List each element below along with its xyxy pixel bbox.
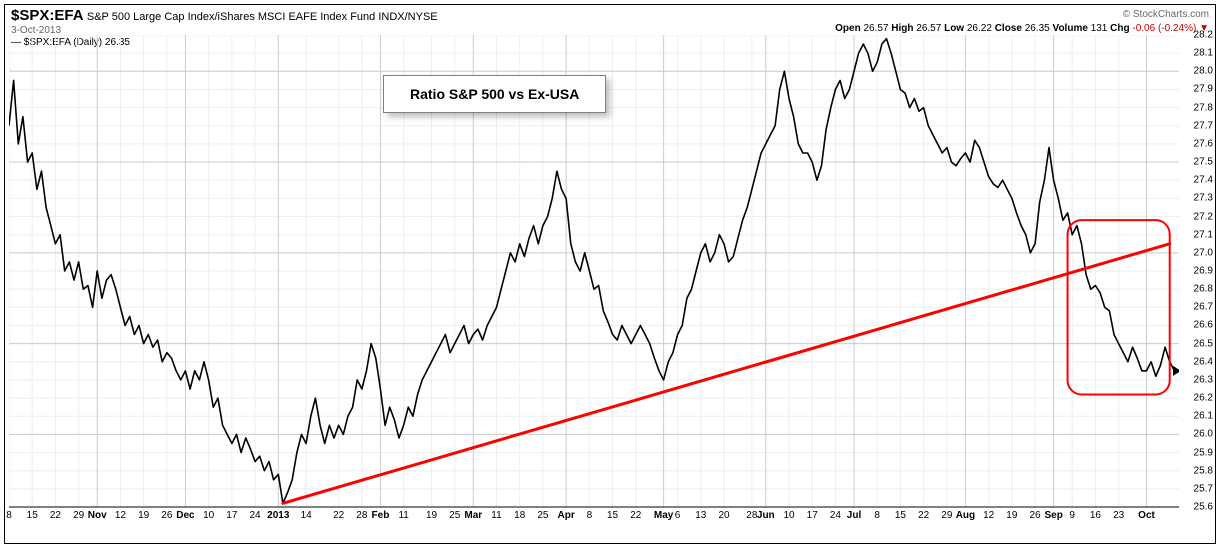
x-tick-label: 25	[537, 510, 548, 521]
x-tick-label: 22	[333, 510, 344, 521]
y-tick-label: 26.1	[1194, 411, 1213, 422]
x-tick-label: 11	[491, 510, 501, 521]
y-tick-label: 28.1	[1194, 48, 1213, 59]
y-tick-label: 27.4	[1194, 175, 1213, 186]
x-tick-label: 12	[983, 510, 994, 521]
symbol-description: S&P 500 Large Cap Index/iShares MSCI EAF…	[87, 11, 438, 23]
x-tick-label: Aug	[956, 510, 975, 521]
x-tick-label: 24	[250, 510, 261, 521]
y-tick-label: 26.7	[1194, 302, 1213, 313]
y-tick-label: 27.0	[1194, 247, 1213, 258]
x-tick-label: 2013	[267, 510, 289, 521]
attribution: © StockCharts.com	[1123, 9, 1209, 20]
x-tick-label: 16	[1090, 510, 1101, 521]
chart-header: $SPX:EFA S&P 500 Large Cap Index/iShares…	[11, 7, 438, 24]
x-tick-label: 8	[6, 510, 12, 521]
y-tick-label: 27.1	[1194, 229, 1213, 240]
x-tick-label: 8	[587, 510, 593, 521]
y-tick-label: 25.9	[1194, 447, 1213, 458]
x-tick-label: 19	[138, 510, 149, 521]
y-tick-label: 25.6	[1194, 502, 1213, 513]
x-tick-label: Jul	[847, 510, 861, 521]
x-tick-label: Dec	[176, 510, 194, 521]
symbol: $SPX:EFA	[11, 7, 84, 24]
y-tick-label: 26.6	[1194, 320, 1213, 331]
y-tick-label: 26.9	[1194, 266, 1213, 277]
x-tick-label: 22	[918, 510, 929, 521]
stock-chart: $SPX:EFA S&P 500 Large Cap Index/iShares…	[4, 4, 1216, 544]
y-tick-label: 26.3	[1194, 374, 1213, 385]
x-tick-label: 29	[73, 510, 84, 521]
x-tick-label: 13	[695, 510, 706, 521]
x-tick-label: Mar	[464, 510, 482, 521]
y-tick-label: 28.0	[1194, 66, 1213, 77]
x-tick-label: 15	[895, 510, 906, 521]
x-tick-label: Nov	[88, 510, 107, 521]
y-tick-label: 26.0	[1194, 429, 1213, 440]
x-tick-label: 22	[50, 510, 61, 521]
x-tick-label: 6	[675, 510, 681, 521]
x-tick-label: 23	[1113, 510, 1124, 521]
y-tick-label: 26.8	[1194, 284, 1213, 295]
x-tick-label: 29	[941, 510, 952, 521]
x-tick-label: 17	[226, 510, 237, 521]
x-tick-label: Jun	[757, 510, 775, 521]
x-tick-label: 15	[607, 510, 618, 521]
y-tick-label: 25.8	[1194, 465, 1213, 476]
y-tick-label: 26.5	[1194, 338, 1213, 349]
y-tick-label: 27.6	[1194, 138, 1213, 149]
x-tick-label: 28	[746, 510, 757, 521]
ohlc-bar: Open 26.57 High 26.57 Low 26.22 Close 26…	[835, 23, 1209, 34]
x-tick-label: Oct	[1138, 510, 1155, 521]
x-tick-label: 14	[301, 510, 312, 521]
x-tick-label: Feb	[372, 510, 390, 521]
x-tick-label: 17	[807, 510, 818, 521]
y-tick-label: 28.2	[1194, 30, 1213, 41]
x-tick-label: 28	[356, 510, 367, 521]
x-tick-label: 10	[783, 510, 794, 521]
callout-text: Ratio S&P 500 vs Ex-USA	[410, 86, 579, 102]
y-tick-label: 27.8	[1194, 102, 1213, 113]
y-tick-label: 26.4	[1194, 356, 1213, 367]
x-tick-label: 11	[398, 510, 408, 521]
x-tick-label: May	[654, 510, 673, 521]
x-tick-label: 10	[203, 510, 214, 521]
x-tick-label: 22	[630, 510, 641, 521]
x-tick-label: Apr	[558, 510, 575, 521]
y-tick-label: 27.5	[1194, 157, 1213, 168]
y-tick-label: 25.7	[1194, 483, 1213, 494]
callout-box: Ratio S&P 500 vs Ex-USA	[383, 75, 606, 113]
x-tick-label: 12	[115, 510, 126, 521]
y-tick-label: 27.3	[1194, 193, 1213, 204]
y-tick-label: 27.2	[1194, 211, 1213, 222]
x-tick-label: 26	[161, 510, 172, 521]
x-tick-label: 19	[426, 510, 437, 521]
x-tick-label: 26	[1030, 510, 1041, 521]
x-tick-label: 20	[718, 510, 729, 521]
x-tick-label: 9	[1069, 510, 1075, 521]
x-tick-label: 24	[830, 510, 841, 521]
x-tick-label: 19	[1006, 510, 1017, 521]
y-tick-label: 26.2	[1194, 393, 1213, 404]
y-tick-label: 27.7	[1194, 120, 1213, 131]
x-tick-label: 8	[874, 510, 880, 521]
y-tick-label: 27.9	[1194, 84, 1213, 95]
x-tick-label: 25	[449, 510, 460, 521]
x-tick-label: 18	[514, 510, 525, 521]
x-tick-label: 15	[27, 510, 38, 521]
x-tick-label: Sep	[1044, 510, 1062, 521]
